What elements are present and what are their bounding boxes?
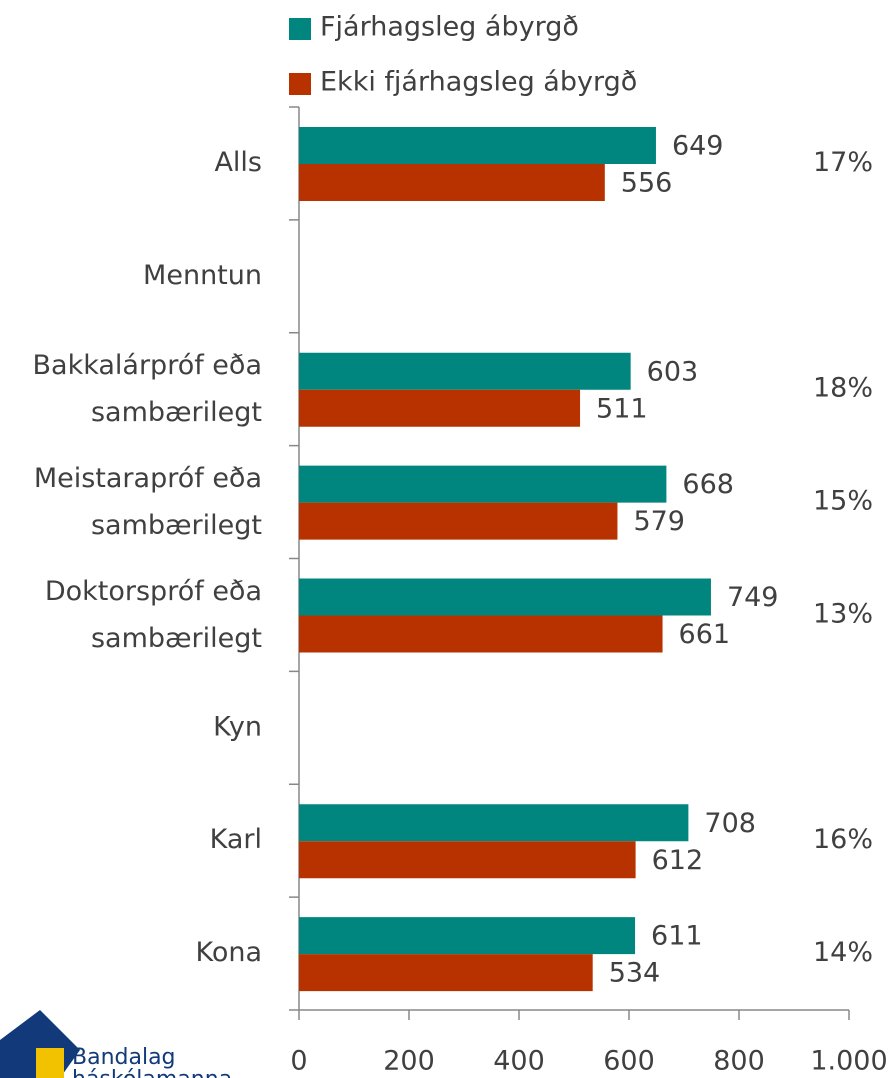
y-tick-label: Kyn (213, 711, 262, 742)
x-tick-label: 200 (383, 1046, 435, 1077)
logo-text: háskólamanna (72, 1067, 232, 1078)
bar (299, 841, 636, 879)
bar (299, 804, 689, 842)
x-tick-label: 600 (603, 1046, 655, 1077)
x-tick-label: 400 (493, 1046, 545, 1077)
x-tick-label: 1.000 (810, 1046, 887, 1077)
bar (299, 578, 711, 616)
legend-swatch (289, 18, 311, 40)
y-tick-label: Bakkalárpróf eða sambærilegt (33, 350, 263, 428)
y-tick-label: Doktorspróf eða sambærilegt (45, 575, 262, 653)
bar (299, 389, 581, 427)
data-label: 603 (647, 356, 699, 387)
x-tick-label: 800 (713, 1046, 765, 1077)
annotation: 18% (813, 373, 873, 404)
legend-label: Fjárhagsleg ábyrgð (320, 12, 579, 43)
annotation: 15% (813, 486, 873, 517)
bar (299, 164, 605, 201)
data-label: 556 (621, 168, 673, 199)
annotation: 14% (813, 937, 873, 968)
legend-label: Ekki fjárhagsleg ábyrgð (320, 67, 637, 98)
y-tick-label: Meistarapróf eða sambærilegt (34, 463, 262, 541)
data-label: 579 (633, 506, 685, 537)
bar (299, 502, 618, 540)
bar (299, 352, 631, 390)
annotation: 16% (813, 824, 873, 855)
bar (299, 465, 667, 503)
data-label: 661 (679, 619, 731, 650)
legend-swatch (289, 73, 311, 95)
data-label: 511 (596, 393, 648, 424)
data-label: 668 (682, 469, 734, 500)
data-label: 534 (609, 958, 661, 989)
x-tick-label: 0 (290, 1046, 307, 1077)
data-label: 708 (704, 808, 756, 839)
annotation: 13% (813, 598, 873, 629)
data-label: 749 (727, 582, 779, 613)
data-label: 612 (652, 845, 704, 876)
logo-text: Bandalag (72, 1045, 176, 1070)
bar (299, 127, 656, 164)
bar (299, 917, 636, 955)
annotation: 17% (813, 147, 873, 178)
logo-accent (36, 1048, 64, 1078)
bar (299, 615, 663, 653)
y-tick-label: Kona (195, 937, 262, 968)
data-label: 611 (651, 921, 703, 952)
data-label: 649 (672, 131, 724, 162)
y-tick-label: Menntun (143, 260, 262, 291)
y-tick-label: Alls (214, 147, 262, 178)
y-tick-label: Karl (210, 824, 262, 855)
bar (299, 954, 593, 992)
